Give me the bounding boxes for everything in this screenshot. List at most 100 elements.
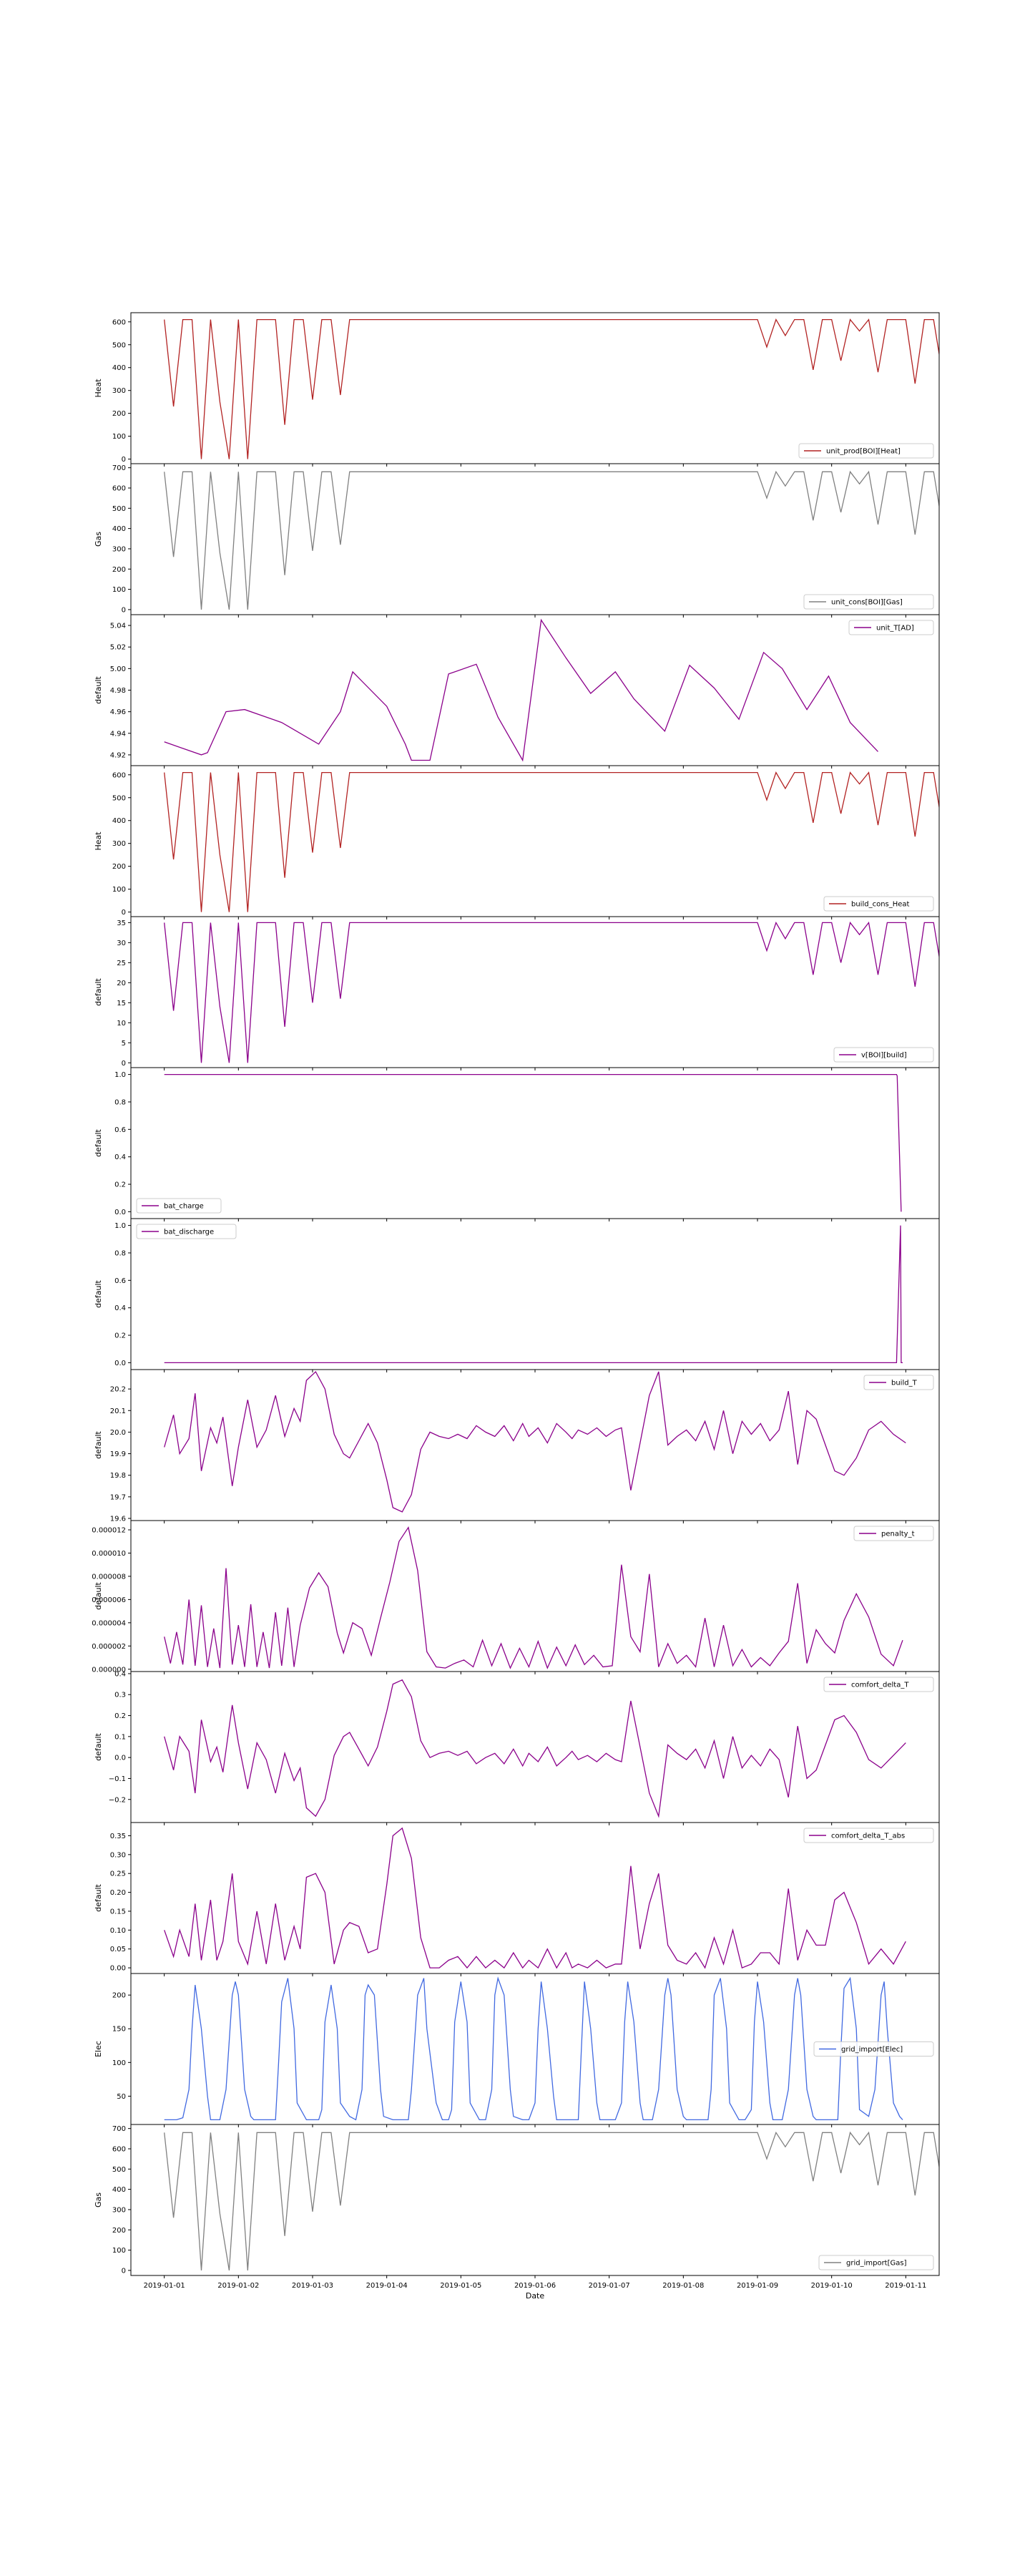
y-tick-label: 100 [112,2247,126,2255]
y-tick-label: 600 [112,771,126,779]
legend-label: bat_charge [164,1203,204,1211]
y-tick-label: 5 [122,1040,126,1048]
y-tick-label: 300 [112,2206,126,2214]
y-tick-label: 0.4 [114,1304,126,1312]
panel-frame [130,1067,940,1219]
y-tick-label: 700 [112,2125,126,2133]
y-tick-label: 20.2 [110,1386,126,1394]
y-tick-label: 200 [112,566,126,574]
y-tick-label: 0.000000 [92,1666,126,1674]
y-tick-label: 200 [112,1992,126,2000]
y-tick-label: 500 [112,341,126,349]
y-axis-label: Gas [94,2192,103,2207]
x-tick-label: 2019-01-03 [292,2282,333,2290]
legend: bat_discharge [136,1224,237,1239]
panel-frame [130,614,940,766]
legend-label: comfort_delta_T [851,1682,909,1689]
y-axis-label: Gas [94,532,103,547]
y-tick-label: 0.25 [110,1870,126,1878]
y-tick-label: 400 [112,525,126,533]
y-tick-label: 0.10 [110,1927,126,1935]
y-tick-label: 0.4 [114,1153,126,1161]
legend: grid_import[Elec] [813,2041,934,2057]
x-axis-label: Date [526,2291,545,2301]
panel-frame [130,1671,940,1823]
y-tick-label: 0 [122,606,126,614]
panel-0: 0 100 200 300 400 500 600 Heat unit_prod[BOI][He… [94,312,940,467]
y-tick-label: 0.6 [114,1277,126,1285]
legend-label: penalty_t [881,1531,915,1538]
y-tick-label: 150 [112,2026,126,2034]
y-axis-label: Heat [94,831,103,851]
y-tick-label: 0 [122,2267,126,2275]
y-tick-label: 0.35 [110,1833,126,1840]
legend-box [798,443,934,459]
y-tick-label: 25 [117,960,126,967]
series-line-9 [164,1679,906,1818]
legend-label: grid_import[Elec] [841,2046,903,2054]
y-tick-label: 500 [112,505,126,513]
y-tick-label: 10 [117,1020,126,1028]
legend-box [813,2041,934,2057]
y-tick-label: 0.15 [110,1908,126,1916]
y-tick-label: 0.20 [110,1889,126,1897]
y-axis-label: default [94,1883,103,1911]
panel-5: 0.0 0.2 0.4 0.6 0.8 1.0 default bat_charge [94,1067,940,1221]
y-axis-label: Elec [94,2041,103,2057]
legend-label: v[BOI][build] [861,1052,907,1060]
y-tick-label: 0.8 [114,1098,126,1106]
y-tick-label: 4.94 [110,730,126,738]
y-tick-label: 19.6 [110,1515,126,1523]
panel-frame [130,1369,940,1521]
panel-12: 0 100 200 300 400 500 600 700 Gas grid_import[Gas… [94,2124,940,2278]
y-tick-label: 0 [122,909,126,917]
y-tick-label: 19.7 [110,1493,126,1501]
legend: build_cons_Heat [823,896,934,912]
x-tick-label: 2019-01-10 [811,2282,853,2290]
y-tick-label: 300 [112,387,126,395]
y-tick-label: 0.000008 [92,1573,126,1581]
y-tick-label: 4.96 [110,708,126,716]
panel-6: 0.0 0.2 0.4 0.6 0.8 1.0 default bat_discharge [94,1218,940,1372]
y-axis-label: default [94,1128,103,1156]
legend-label: unit_T[AD] [876,625,914,633]
panel-9: −0.2 −0.1 0.0 0.1 0.2 0.3 0.4 default comfort_de… [94,1670,940,1825]
y-tick-label: 300 [112,545,126,553]
y-tick-label: 0 [122,456,126,464]
panel-10: 0.00 0.05 0.10 0.15 0.20 0.25 0.30 0.35 default c… [94,1822,940,1976]
y-tick-label: 300 [112,840,126,848]
legend-box [863,1375,934,1390]
y-tick-label: 20.1 [110,1407,126,1415]
y-tick-label: 20 [117,980,126,987]
series-line-10 [164,1827,906,1969]
panel-1: 0 100 200 300 400 500 600 700 Gas unit_cons[BOI][… [94,463,940,618]
legend: comfort_delta_T_abs [803,1828,934,1843]
y-tick-label: 19.9 [110,1450,126,1458]
legend: unit_cons[BOI][Gas] [803,594,934,610]
y-tick-label: 4.98 [110,687,126,695]
y-axis-label: default [94,1581,103,1609]
x-tick-label: 2019-01-11 [885,2282,926,2290]
x-tick-label: 2019-01-01 [144,2282,185,2290]
legend: unit_T[AD] [848,620,934,635]
y-tick-label: 5.02 [110,644,126,652]
panel-2: 4.92 4.94 4.96 4.98 5.00 5.02 5.04 default unit_… [94,614,940,769]
y-tick-label: 400 [112,817,126,825]
panel-frame [130,1218,940,1370]
panel-11: 50 100 150 200 Elec grid_import[Elec] [94,1973,940,2127]
y-axis-label: default [94,675,103,703]
legend-box [823,896,934,912]
y-axis-label: default [94,1732,103,1760]
legend-box [136,1224,237,1239]
panel-frame [130,1822,940,1974]
legend-box [803,1828,934,1843]
y-tick-label: 0.1 [114,1733,126,1741]
series-line-4 [164,921,939,1063]
x-tick-label: 2019-01-02 [217,2282,259,2290]
y-axis-label: default [94,1430,103,1458]
y-tick-label: 500 [112,794,126,802]
y-tick-label: 30 [117,940,126,947]
y-tick-label: 400 [112,364,126,372]
y-tick-label: 600 [112,484,126,492]
panel-4: 0 5 10 15 20 25 30 35 default v[BOI][build] [94,916,940,1070]
